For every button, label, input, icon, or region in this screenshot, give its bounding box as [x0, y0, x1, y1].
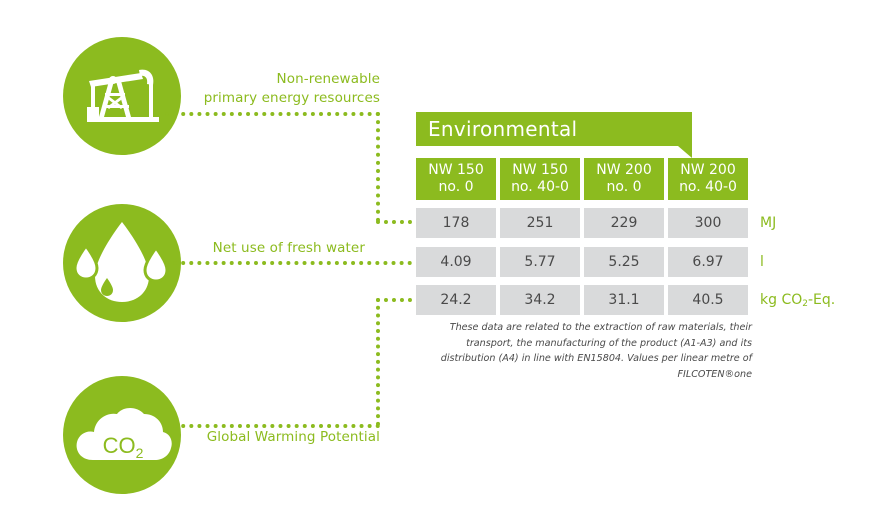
row-unit-sub: 2: [802, 299, 808, 309]
gwp-connector-v: [376, 298, 380, 426]
energy-label-line1: Non-renewable: [276, 71, 380, 87]
row-unit: MJ: [760, 215, 777, 231]
row-unit-pre: kg CO: [760, 292, 803, 308]
column-header: NW 200 no. 40-0: [668, 158, 748, 200]
row-unit: l: [760, 254, 764, 270]
table-cell: 4.09: [416, 247, 496, 277]
column-header-line2: no. 0: [438, 179, 474, 195]
column-header: NW 150 no. 0: [416, 158, 496, 200]
column-header-line2: no. 40-0: [511, 179, 569, 195]
column-header-line1: NW 150: [512, 162, 568, 178]
table-cell: 229: [584, 208, 664, 238]
co2-icon-text: CO: [103, 433, 136, 458]
column-header-line1: NW 200: [680, 162, 736, 178]
water-label: Net use of fresh water: [212, 240, 365, 256]
row-unit-post: -Eq.: [807, 292, 836, 308]
water-drops-icon: [73, 222, 169, 302]
water-connector: [165, 261, 412, 265]
svg-text:CO2: CO2: [103, 433, 144, 461]
column-header: NW 150 no. 40-0: [500, 158, 580, 200]
table-cell: 300: [668, 208, 748, 238]
gwp-label: Global Warming Potential: [206, 429, 380, 445]
column-header: NW 200 no. 0: [584, 158, 664, 200]
column-header-line1: NW 150: [428, 162, 484, 178]
table-cell: 178: [416, 208, 496, 238]
energy-connector-h2: [376, 220, 412, 224]
title-banner-tail: [678, 146, 692, 158]
column-header-line1: NW 200: [596, 162, 652, 178]
table-cell: 24.2: [416, 285, 496, 315]
co2-icon-subscript: 2: [136, 445, 144, 461]
gwp-icon-circle: CO2: [63, 376, 181, 494]
indicators-title: Environmental indicators:: [416, 112, 692, 175]
row-unit: kg CO2-Eq.: [760, 285, 835, 319]
column-header-line2: no. 0: [606, 179, 642, 195]
water-icon-circle: [63, 204, 181, 322]
gwp-connector-h1: [165, 424, 380, 428]
energy-label: Non-renewable primary energy resources: [140, 70, 380, 108]
table-cell: 5.25: [584, 247, 664, 277]
table-cell: 31.1: [584, 285, 664, 315]
energy-connector-h1: [165, 112, 380, 116]
table-cell: 5.77: [500, 247, 580, 277]
gwp-connector-h2: [376, 298, 412, 302]
energy-label-line2: primary energy resources: [203, 90, 380, 106]
column-header-line2: no. 40-0: [679, 179, 737, 195]
table-cell: 40.5: [668, 285, 748, 315]
footnote: These data are related to the extraction…: [440, 322, 752, 380]
co2-cloud-icon: CO2: [76, 408, 172, 461]
pumpjack-icon: [87, 69, 159, 122]
table-cell: 6.97: [668, 247, 748, 277]
table-cell: 251: [500, 208, 580, 238]
energy-icon-circle: [63, 37, 181, 155]
table-cell: 34.2: [500, 285, 580, 315]
energy-connector-v: [376, 112, 380, 222]
